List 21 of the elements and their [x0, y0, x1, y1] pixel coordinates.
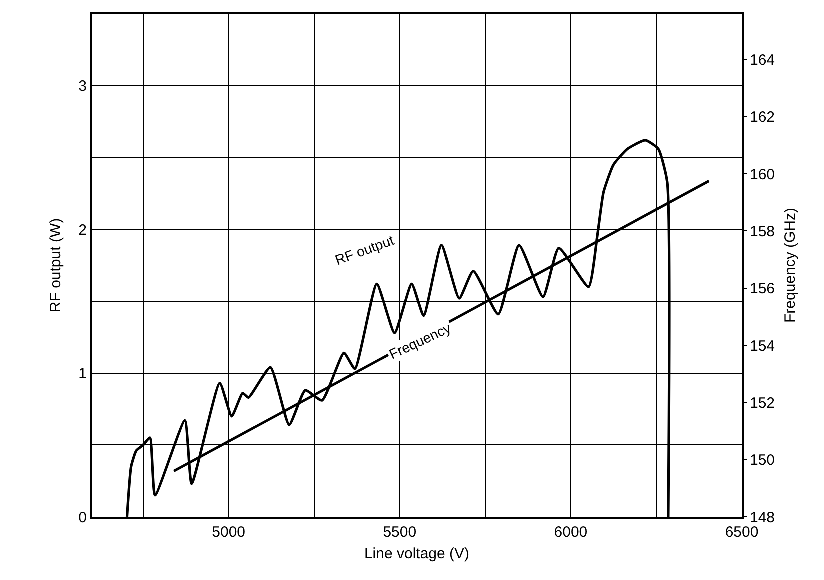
- x-axis-title: Line voltage (V): [364, 546, 470, 562]
- x-tick-label: 5000: [212, 524, 246, 541]
- x-tick-label: 5500: [383, 524, 417, 541]
- y2-tick-label: 156: [750, 280, 776, 298]
- y2-tick-label: 162: [750, 109, 776, 126]
- y2-axis-title: Frequency (GHz): [782, 208, 800, 324]
- y-tick-label: 1: [78, 366, 87, 383]
- y-tick-label: 3: [78, 78, 87, 96]
- y2-tick-label: 150: [750, 452, 776, 470]
- x-tick-label: 6500: [725, 524, 759, 541]
- y2-tick-label: 160: [750, 166, 776, 184]
- y-axis-title: RF output (W): [47, 218, 64, 313]
- y2-tick-label: 154: [750, 338, 776, 355]
- y-tick-label: 0: [78, 509, 87, 526]
- y2-tick-label: 158: [750, 223, 776, 240]
- y2-tick-label: 164: [750, 52, 776, 69]
- x-tick-label: 6000: [554, 524, 588, 541]
- y2-tick-label: 148: [750, 509, 776, 526]
- y-tick-label: 2: [78, 222, 87, 239]
- y2-tick-label: 152: [750, 394, 776, 412]
- text: RF output: [332, 232, 396, 268]
